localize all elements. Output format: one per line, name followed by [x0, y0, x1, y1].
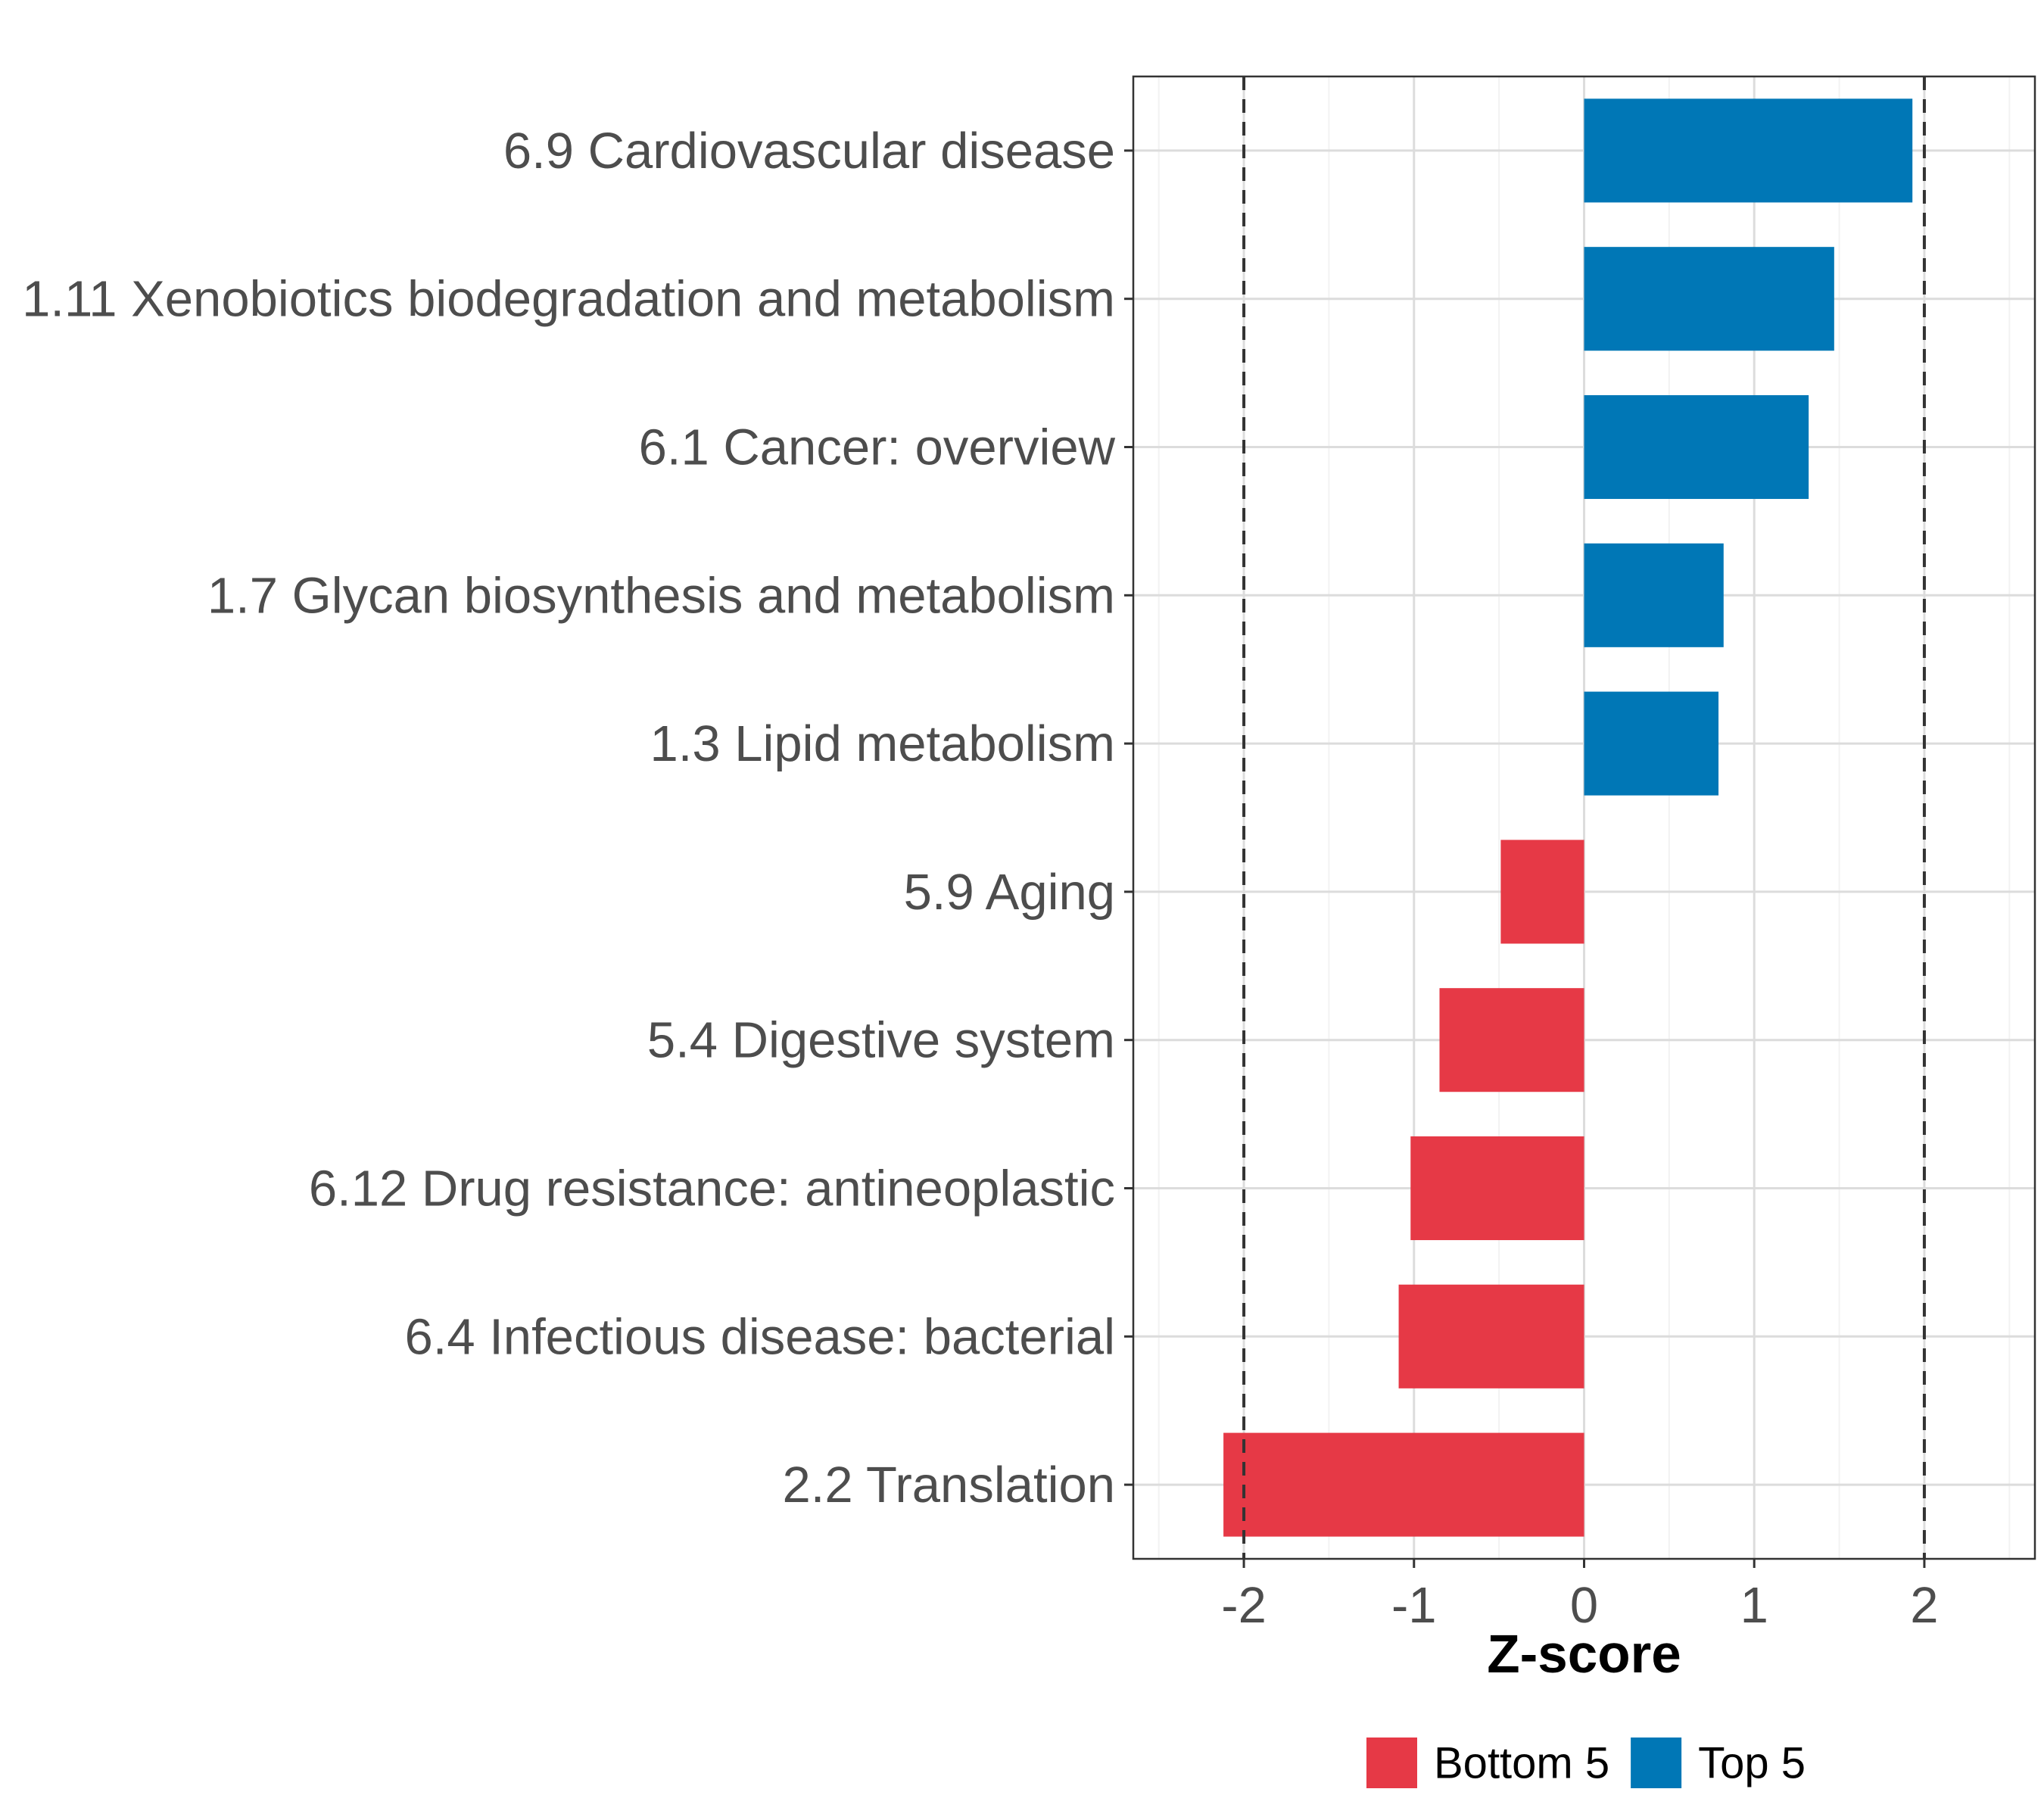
category-label: 6.12 Drug resistance: antineoplastic [309, 1161, 1115, 1217]
category-label: 1.3 Lipid metabolism [650, 715, 1115, 772]
category-label: 1.7 Glycan biosynthesis and metabolism [207, 567, 1115, 624]
legend: Bottom 5 Top 5 [1366, 1738, 1806, 1788]
bar-7 [1439, 988, 1584, 1092]
x-axis-title: Z-score [1487, 1625, 1681, 1685]
bar-10 [1223, 1432, 1584, 1537]
reference-lines [1242, 76, 1926, 1559]
x-tick-label: 0 [1570, 1577, 1598, 1634]
bar-3 [1584, 394, 1809, 500]
bar-2 [1584, 247, 1834, 351]
category-label: 6.9 Cardiovascular disease [503, 123, 1115, 179]
legend-label: Bottom 5 [1434, 1739, 1609, 1788]
bar-1 [1584, 98, 1913, 203]
bar-8 [1410, 1136, 1584, 1241]
legend-key-1 [1366, 1738, 1417, 1788]
category-label: 2.2 Translation [783, 1457, 1116, 1513]
y-axis: 6.9 Cardiovascular disease 1.11 Xenobioti… [22, 123, 1133, 1513]
bar-9 [1398, 1284, 1584, 1388]
bars [1223, 98, 1913, 1537]
bar-6 [1500, 840, 1584, 944]
category-label: 6.1 Cancer: overview [639, 419, 1116, 476]
legend-key-2 [1631, 1738, 1682, 1788]
bar-4 [1584, 543, 1724, 647]
category-label: 6.4 Infectious disease: bacterial [404, 1308, 1115, 1365]
x-tick-label: -2 [1221, 1577, 1267, 1634]
x-axis: -2 -1 0 1 2 [1221, 1559, 1939, 1634]
category-label: 5.9 Aging [904, 864, 1115, 921]
bar-5 [1584, 691, 1719, 796]
category-label: 1.11 Xenobiotics biodegradation and meta… [22, 271, 1115, 328]
x-tick-label: 1 [1740, 1577, 1768, 1634]
x-tick-label: -1 [1391, 1577, 1437, 1634]
category-label: 5.4 Digestive system [647, 1012, 1115, 1069]
legend-label: Top 5 [1698, 1739, 1806, 1788]
x-tick-label: 2 [1910, 1577, 1938, 1634]
